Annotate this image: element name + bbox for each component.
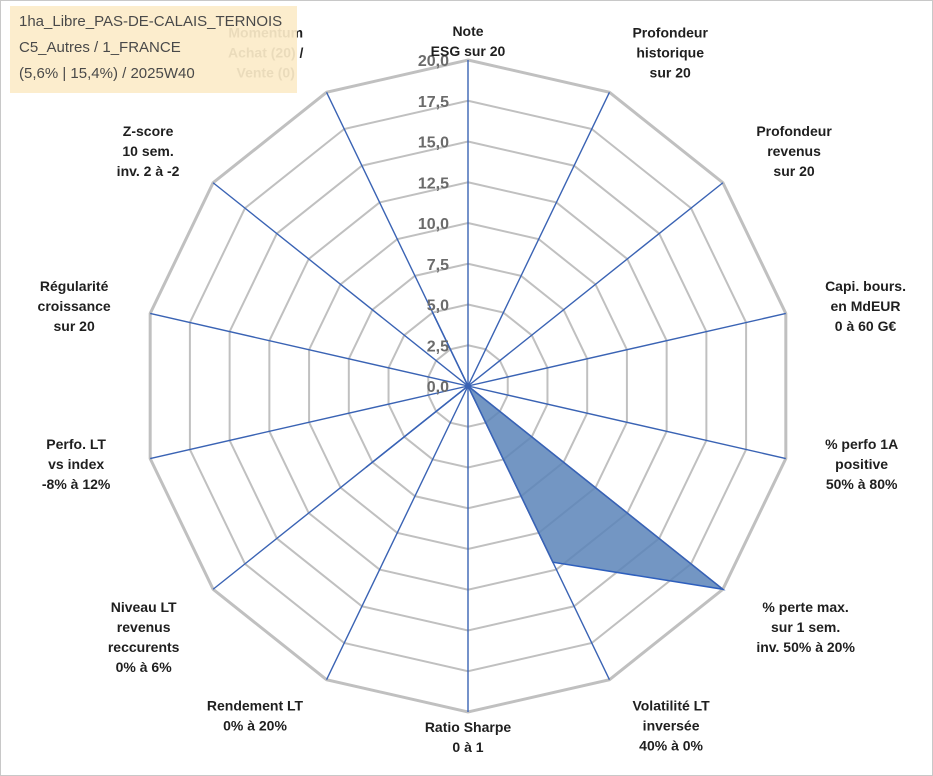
tick-label: 0,0: [427, 379, 449, 396]
tick-label: 20,0: [418, 53, 449, 70]
axis-label: Volatilité LT inversée 40% à 0%: [632, 698, 710, 754]
spoke-line: [325, 91, 469, 387]
spoke-line: [150, 312, 469, 387]
tick-label: 15,0: [418, 135, 449, 152]
info-line-3: (5,6% | 15,4%) / 2025W40: [19, 65, 195, 82]
spoke-line: [212, 182, 469, 387]
spoke-line: [467, 91, 611, 387]
info-line-2: C5_Autres / 1_FRANCE: [19, 39, 181, 56]
tick-label: 5,0: [427, 298, 449, 315]
series-area: [365, 312, 726, 591]
spoke-line: [467, 385, 786, 460]
axis-label: Ratio Sharpe 0 à 1: [425, 719, 512, 755]
info-line-1: 1ha_Libre_PAS-DE-CALAIS_TERNOIS: [19, 13, 283, 30]
axis-label: Niveau LT revenus reccurents 0% à 6%: [108, 599, 180, 675]
spoke-line: [150, 385, 469, 460]
tick-label: 17,5: [418, 94, 449, 111]
axis-label: Régularité croissance sur 20: [38, 278, 111, 334]
axis-label: % perfo 1A positive 50% à 80%: [825, 436, 898, 492]
tick-label: 7,5: [427, 257, 449, 274]
axis-label: Profondeur revenus sur 20: [756, 123, 832, 179]
axis-label: % perte max. sur 1 sem. inv. 50% à 20%: [756, 599, 855, 655]
spoke-line: [212, 385, 469, 590]
spoke-line: [467, 385, 611, 681]
spoke-line: [467, 182, 724, 387]
spoke-line: [467, 312, 786, 387]
tick-label: 2,5: [427, 338, 449, 355]
axis-label: Profondeur historique sur 20: [632, 24, 708, 80]
info-box: 1ha_Libre_PAS-DE-CALAIS_TERNOIS C5_Autre…: [10, 6, 297, 93]
spoke-line: [467, 385, 724, 590]
axis-label: Perfo. LT vs index -8% à 12%: [42, 436, 111, 492]
axis-label: Rendement LT 0% à 20%: [207, 698, 304, 734]
axis-label: Capi. bours. en MdEUR 0 à 60 G€: [825, 278, 906, 334]
spoke-line: [325, 385, 469, 681]
tick-label: 12,5: [418, 175, 449, 192]
axis-label: Z-score 10 sem. inv. 2 à -2: [117, 123, 180, 179]
tick-label: 10,0: [418, 216, 449, 233]
axis-label: Note ESG sur 20: [431, 23, 506, 59]
